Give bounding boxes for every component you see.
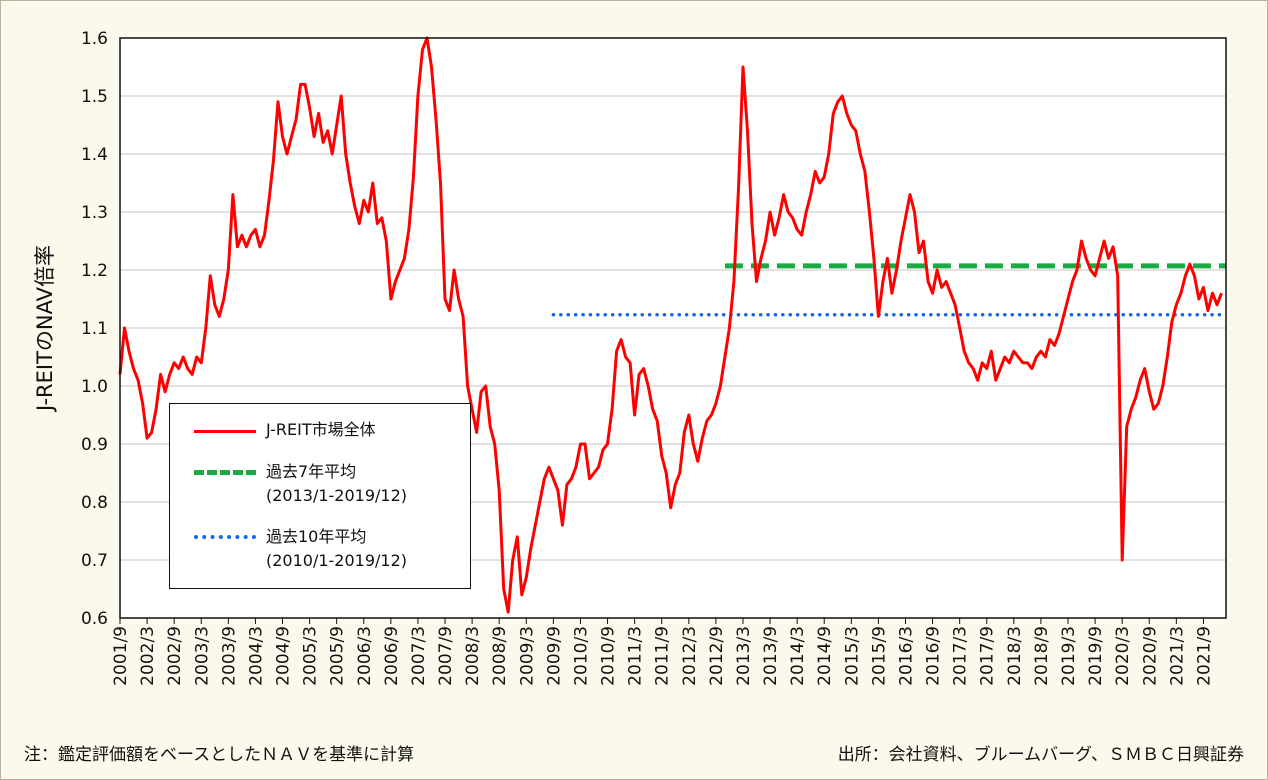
x-tick-label: 2021/9 bbox=[1194, 626, 1214, 686]
series-line-jreit bbox=[118, 36, 1223, 614]
x-tick-label: 2007/9 bbox=[436, 626, 456, 686]
x-tick-label: 2003/3 bbox=[192, 626, 212, 686]
x-tick-label: 2002/3 bbox=[138, 626, 158, 686]
x-tick-label: 2012/9 bbox=[707, 626, 727, 686]
source-note: 出所：会社資料、ブルームバーグ、ＳＭＢＣ日興証券 bbox=[837, 745, 1244, 765]
x-tick-label: 2005/9 bbox=[328, 626, 348, 686]
legend-item-10yr-average: 過去10年平均 (2010/1-2019/12) bbox=[188, 525, 407, 573]
x-tick-label: 2012/3 bbox=[680, 626, 700, 686]
x-tick-label: 2018/9 bbox=[1032, 626, 1052, 686]
x-tick-label: 2010/3 bbox=[571, 626, 591, 686]
x-tick-label: 2013/9 bbox=[761, 626, 781, 686]
legend: J-REIT市場全体 過去7年平均 (2013/1-2019/12) 過去10年… bbox=[169, 403, 471, 589]
x-tick-label: 2020/9 bbox=[1140, 626, 1160, 686]
x-tick-label: 2018/3 bbox=[1005, 626, 1025, 686]
x-tick-label: 2017/9 bbox=[978, 626, 998, 686]
x-tick-label: 2008/9 bbox=[490, 626, 510, 686]
legend-swatch-7yr-average bbox=[188, 460, 260, 475]
x-tick-label: 2002/9 bbox=[165, 626, 185, 686]
legend-label-7yr-average: 過去7年平均 (2013/1-2019/12) bbox=[266, 462, 408, 505]
y-tick-label: 0.6 bbox=[81, 609, 108, 629]
x-tick-label: 2015/3 bbox=[842, 626, 862, 686]
y-tick-label: 1.2 bbox=[81, 261, 108, 281]
y-tick-label: 0.9 bbox=[81, 435, 108, 455]
x-tick-label: 2016/9 bbox=[924, 626, 944, 686]
plot-border bbox=[119, 37, 1227, 619]
y-tick-label: 1.1 bbox=[81, 319, 108, 339]
x-tick-label: 2016/3 bbox=[896, 626, 916, 686]
legend-item-7yr-average: 過去7年平均 (2013/1-2019/12) bbox=[188, 460, 407, 508]
x-tick-label: 2001/9 bbox=[111, 626, 131, 686]
x-tick-label: 2004/3 bbox=[246, 626, 266, 686]
x-tick-label: 2009/3 bbox=[517, 626, 537, 686]
y-tick-label: 1.4 bbox=[81, 145, 108, 165]
y-tick-labels: 0.6 0.7 0.8 0.9 1.0 1.1 1.2 1.3 1.4 1.5 1.6 bbox=[81, 29, 108, 629]
y-tick-label: 0.7 bbox=[81, 551, 108, 571]
x-tick-label: 2009/9 bbox=[544, 626, 564, 686]
y-tick-label: 1.5 bbox=[81, 87, 108, 107]
x-tick-label: 2006/9 bbox=[382, 626, 402, 686]
legend-item-jreit: J-REIT市場全体 bbox=[188, 418, 376, 442]
x-tick-label: 2019/3 bbox=[1059, 626, 1079, 686]
x-tick-label: 2020/3 bbox=[1113, 626, 1133, 686]
series-lines bbox=[118, 36, 1228, 614]
x-tick-label: 2004/9 bbox=[274, 626, 294, 686]
x-tick-label: 2015/9 bbox=[869, 626, 889, 686]
y-axis-label: J-REITのNAV倍率 bbox=[33, 245, 57, 413]
x-tick-label: 2014/9 bbox=[815, 626, 835, 686]
y-tick-label: 0.8 bbox=[81, 493, 108, 513]
x-tick-label: 2014/3 bbox=[788, 626, 808, 686]
legend-swatch-10yr-average bbox=[188, 525, 260, 539]
y-tick-label: 1.3 bbox=[81, 203, 108, 223]
x-tick-label: 2019/9 bbox=[1086, 626, 1106, 686]
footnote: 注：鑑定評価額をベースとしたＮＡＶを基準に計算 bbox=[24, 745, 415, 765]
x-tick-labels: 2001/9 2002/3 2002/9 2003/3 2003/9 2004/3 2004… bbox=[111, 618, 1214, 686]
legend-label-10yr-average: 過去10年平均 (2010/1-2019/12) bbox=[266, 527, 408, 570]
x-tick-label: 2008/3 bbox=[463, 626, 483, 686]
x-tick-label: 2003/9 bbox=[219, 626, 239, 686]
x-tick-label: 2021/3 bbox=[1167, 626, 1187, 686]
y-tick-label: 1.6 bbox=[81, 29, 108, 49]
legend-label-jreit: J-REIT市場全体 bbox=[266, 420, 376, 439]
x-tick-label: 2017/3 bbox=[951, 626, 971, 686]
x-tick-label: 2005/3 bbox=[301, 626, 321, 686]
x-tick-label: 2010/9 bbox=[599, 626, 619, 686]
x-tick-label: 2011/9 bbox=[653, 626, 673, 686]
x-tick-label: 2011/3 bbox=[626, 626, 646, 686]
y-tick-label: 1.0 bbox=[81, 377, 108, 397]
x-tick-label: 2006/3 bbox=[355, 626, 375, 686]
x-tick-label: 2013/3 bbox=[734, 626, 754, 686]
legend-swatch-jreit bbox=[188, 418, 260, 433]
x-tick-label: 2007/3 bbox=[409, 626, 429, 686]
